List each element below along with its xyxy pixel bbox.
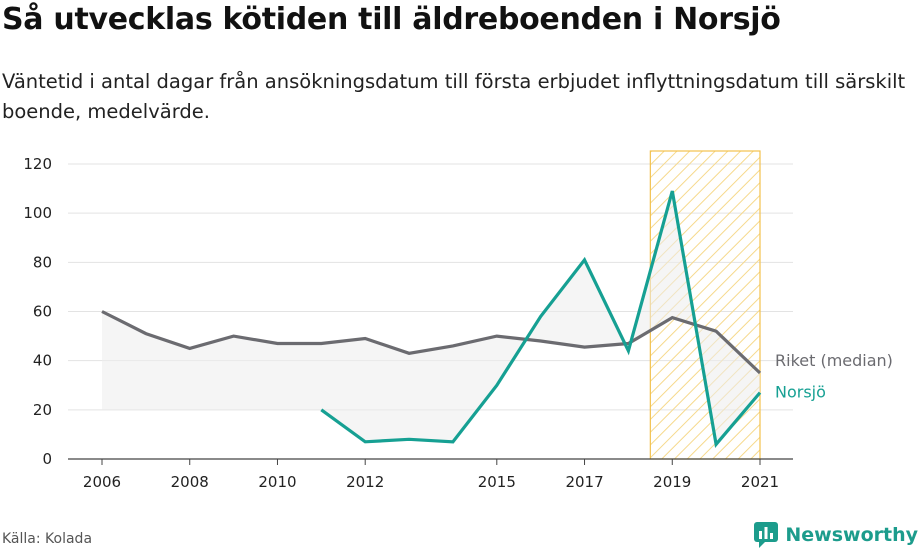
series-line [101,310,762,375]
series-label: Riket (median) [775,351,893,370]
x-tick-label: 2019 [653,473,691,491]
x-tick-label: 2015 [478,473,516,491]
series-line [320,190,762,448]
x-tick-label: 2010 [258,473,296,491]
axes: 0 20 40 60 80 100 120 2006 2008 2010 2012 2015 2017 2… [23,155,793,491]
series-label: Norsjö [775,383,826,402]
source-note: Källa: Kolada [2,531,93,547]
y-tick-label: 100 [23,204,52,222]
x-tick-label: 2006 [83,473,121,491]
series-lines [101,190,762,448]
brand-name: Newsworthy [785,524,918,546]
y-tick-label: 60 [33,303,52,321]
y-tick-label: 20 [33,401,52,419]
series-labels: Riket (median) Norsjö [775,351,893,402]
y-tick-label: 120 [23,155,52,173]
x-tick-label: 2017 [565,473,603,491]
x-tick-label: 2012 [346,473,384,491]
y-tick-label: 80 [33,253,52,271]
difference-area [102,191,760,445]
area-between-series [102,191,760,445]
y-tick-label: 40 [33,352,52,370]
x-tick-label: 2008 [171,473,209,491]
y-tick-label: 0 [42,450,52,468]
chart-title: Så utvecklas kötiden till äldreboenden i… [2,2,781,37]
newsworthy-logo-icon [754,522,779,548]
x-tick-label: 2021 [741,473,779,491]
chart-subtitle: Väntetid i antal dagar från ansökningsda… [2,70,906,123]
brand-logo[interactable]: Newsworthy [753,519,918,551]
